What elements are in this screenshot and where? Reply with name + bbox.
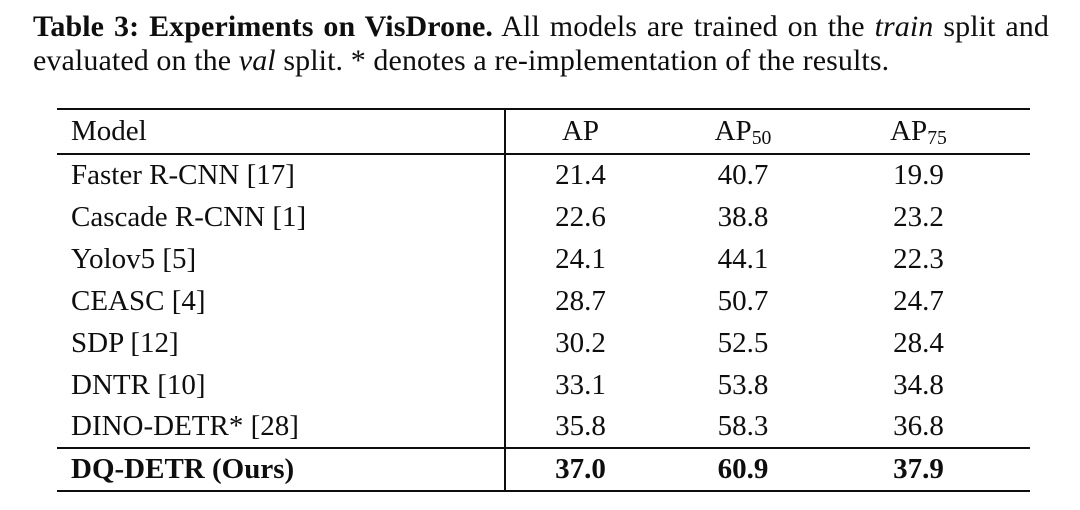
- ap50-cell: 50.7: [717, 284, 769, 317]
- ap-cell: 24.1: [555, 242, 606, 275]
- ap75-cell: 22.3: [893, 242, 944, 275]
- model-cell: DQ-DETR (Ours): [57, 447, 506, 491]
- header-ap50-subscript: 50: [751, 126, 772, 149]
- ap75-cell: 19.9: [893, 159, 944, 191]
- caption-title: Table 3: Experiments on VisDrone.: [33, 10, 494, 43]
- table-row: DINO-DETR* [28] 35.8 58.3 36.8: [57, 406, 1030, 448]
- table-row: SDP [12] 30.2 52.5 28.4: [57, 322, 1030, 364]
- table-row: DNTR [10] 33.1 53.8 34.8: [57, 364, 1030, 406]
- ap50-cell: 53.8: [717, 368, 769, 401]
- ap-cell: 28.7: [555, 284, 606, 317]
- ap-cell: 30.2: [555, 326, 606, 359]
- ap75-cell: 28.4: [893, 326, 944, 359]
- model-cell: Faster R-CNN [17]: [57, 154, 506, 196]
- header-row: Model AP AP50 AP75: [57, 109, 1030, 155]
- ap75-cell: 36.8: [893, 410, 944, 442]
- table-row: Cascade R-CNN [1] 22.6 38.8 23.2: [57, 196, 1030, 238]
- ap-cell: 22.6: [555, 200, 606, 233]
- header-model: Model: [57, 109, 506, 155]
- table-row-ours: DQ-DETR (Ours) 37.0 60.9 37.9: [57, 447, 1030, 491]
- table-caption: Table 3: Experiments on VisDrone. All mo…: [33, 10, 1049, 78]
- caption-text-3: split. * denotes a re-implementation of …: [275, 44, 890, 77]
- ap-cell: 37.0: [505, 447, 655, 491]
- model-cell: Cascade R-CNN [1]: [57, 196, 506, 238]
- header-ap75: AP75: [831, 109, 1030, 155]
- table-row: CEASC [4] 28.7 50.7 24.7: [57, 280, 1030, 322]
- ap50-cell: 52.5: [717, 326, 769, 359]
- model-cell: SDP [12]: [57, 322, 506, 364]
- header-ap75-subscript: 75: [927, 126, 947, 149]
- ap50-cell: 38.8: [717, 200, 769, 233]
- ap50-cell: 58.3: [717, 410, 769, 442]
- ap75-cell: 34.8: [893, 368, 944, 401]
- caption-text-1: All models are trained on the: [493, 10, 875, 43]
- caption-train-split: train: [874, 10, 934, 43]
- model-cell: CEASC [4]: [57, 280, 506, 322]
- ap-cell: 33.1: [555, 368, 606, 401]
- ap50-cell: 44.1: [717, 242, 769, 275]
- ap75-cell: 24.7: [893, 284, 944, 317]
- model-cell: Yolov5 [5]: [57, 238, 506, 280]
- ap75-cell: 37.9: [831, 447, 1030, 491]
- header-ap: AP: [505, 109, 655, 155]
- ap50-cell: 40.7: [717, 159, 769, 191]
- caption-val-split: val: [238, 44, 276, 77]
- model-cell: DNTR [10]: [57, 364, 506, 406]
- model-cell: DINO-DETR* [28]: [57, 406, 506, 448]
- ap-cell: 21.4: [555, 159, 606, 191]
- caption-text-2: split and evaluated on the: [33, 10, 1049, 77]
- ap75-cell: 23.2: [893, 200, 944, 233]
- header-ap50: AP50: [655, 109, 831, 155]
- ap-cell: 35.8: [555, 410, 606, 442]
- table-row: Faster R-CNN [17] 21.4 40.7 19.9: [57, 154, 1030, 196]
- results-table: Model AP AP50 AP75 Faster R-CNN [17] 21.…: [57, 108, 1030, 492]
- ap50-cell: 60.9: [655, 447, 831, 491]
- table-row: Yolov5 [5] 24.1 44.1 22.3: [57, 238, 1030, 280]
